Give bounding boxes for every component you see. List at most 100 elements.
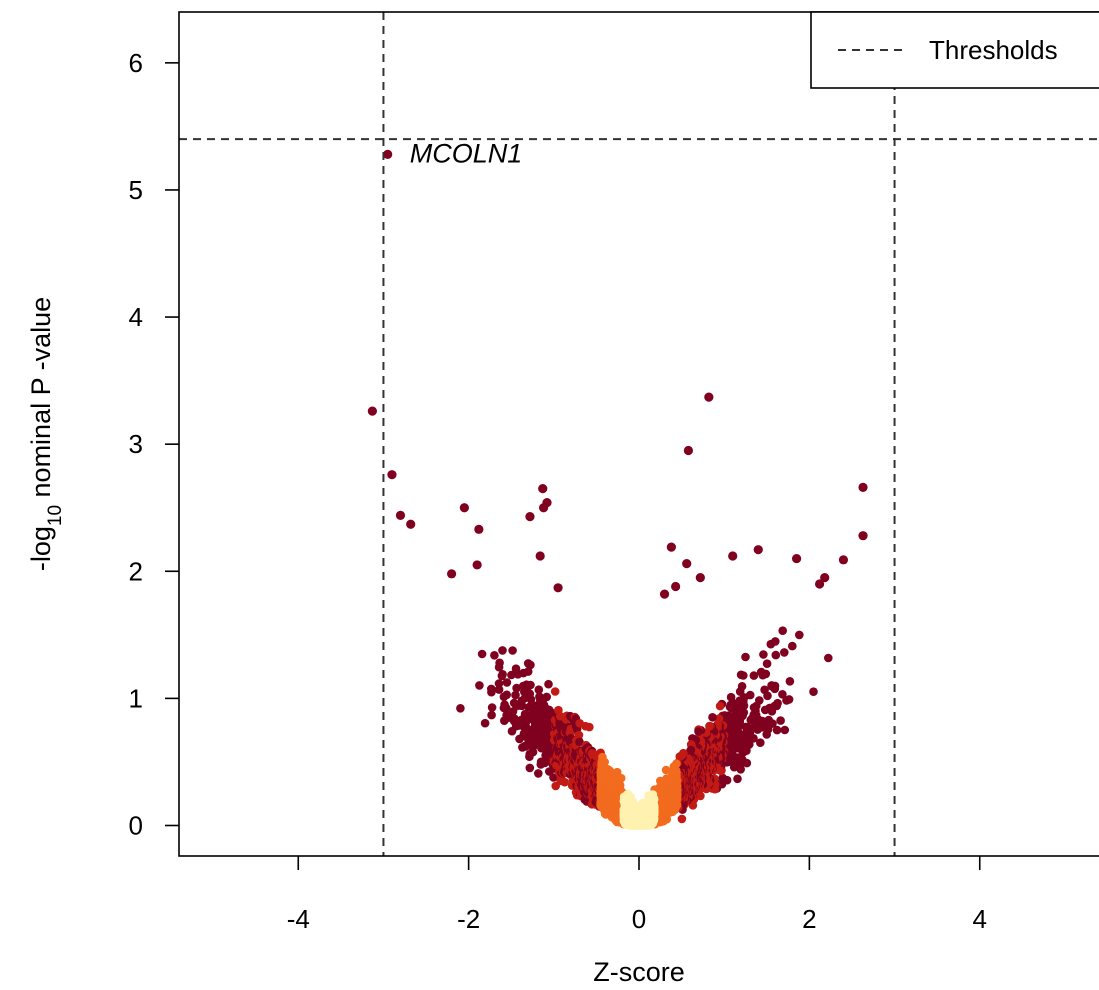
data-point bbox=[534, 685, 544, 694]
data-point bbox=[535, 551, 545, 561]
y-axis-title: -log10 nominal P -value bbox=[26, 297, 66, 571]
data-point bbox=[517, 701, 527, 711]
data-point bbox=[715, 701, 725, 711]
point-cloud bbox=[456, 626, 833, 830]
data-point bbox=[780, 725, 790, 735]
data-point bbox=[749, 703, 759, 712]
y-tick-label: 5 bbox=[129, 175, 143, 205]
data-point bbox=[550, 687, 560, 696]
data-point bbox=[502, 678, 512, 687]
data-point bbox=[494, 685, 504, 694]
data-point bbox=[638, 798, 647, 808]
data-point bbox=[487, 687, 496, 697]
data-point bbox=[782, 696, 791, 705]
y-tick-label: 0 bbox=[129, 810, 143, 840]
data-point bbox=[746, 715, 756, 725]
data-point bbox=[735, 687, 745, 696]
data-point bbox=[549, 773, 558, 782]
data-point bbox=[731, 710, 740, 719]
data-point bbox=[858, 531, 868, 541]
data-point bbox=[538, 484, 548, 494]
data-point bbox=[778, 690, 787, 699]
legend-label-thresholds: Thresholds bbox=[929, 35, 1058, 65]
data-point bbox=[526, 680, 535, 690]
data-point bbox=[708, 713, 717, 722]
data-point bbox=[762, 659, 772, 668]
data-point bbox=[459, 503, 469, 513]
data-point bbox=[756, 667, 766, 677]
data-point bbox=[733, 774, 742, 784]
y-tick-label: 6 bbox=[129, 48, 143, 78]
data-point bbox=[534, 769, 543, 778]
data-point bbox=[741, 652, 750, 662]
data-point bbox=[507, 670, 516, 680]
data-point bbox=[776, 716, 785, 725]
data-point bbox=[766, 639, 776, 649]
data-point bbox=[495, 658, 504, 668]
data-point bbox=[694, 727, 703, 736]
data-point bbox=[456, 704, 465, 713]
data-point bbox=[585, 722, 594, 732]
data-point bbox=[788, 641, 797, 651]
data-point bbox=[760, 685, 769, 695]
data-point bbox=[661, 765, 671, 775]
x-axis: -4 -2 0 2 4 bbox=[287, 856, 987, 934]
data-point bbox=[383, 149, 393, 159]
data-point bbox=[498, 646, 507, 655]
data-point bbox=[791, 553, 802, 564]
data-point bbox=[487, 703, 497, 712]
data-point bbox=[753, 545, 763, 555]
data-point bbox=[560, 777, 569, 787]
data-point bbox=[795, 630, 804, 640]
data-point bbox=[741, 722, 751, 732]
data-point bbox=[523, 667, 533, 676]
data-point bbox=[474, 524, 484, 534]
annotation-mcoln1: MCOLN1 bbox=[410, 138, 523, 168]
data-point bbox=[616, 773, 626, 783]
data-point bbox=[683, 445, 694, 456]
data-point bbox=[725, 702, 735, 712]
data-point bbox=[542, 692, 551, 702]
y-tick-label: 3 bbox=[129, 429, 143, 459]
data-point bbox=[659, 589, 670, 599]
y-tick-label: 2 bbox=[129, 556, 143, 586]
x-tick-label: -2 bbox=[457, 904, 480, 934]
data-point bbox=[820, 573, 830, 583]
data-point bbox=[446, 569, 457, 579]
data-point bbox=[544, 679, 553, 689]
data-point bbox=[472, 560, 482, 570]
data-point bbox=[749, 671, 759, 680]
data-point bbox=[695, 573, 705, 583]
data-point bbox=[600, 757, 609, 767]
x-tick-label: 2 bbox=[802, 904, 816, 934]
y-axis: 0 1 2 3 4 5 6 bbox=[129, 48, 179, 840]
data-point bbox=[675, 752, 685, 761]
data-point bbox=[759, 650, 768, 659]
highlighted-points bbox=[367, 149, 868, 599]
data-point bbox=[785, 677, 795, 686]
data-point bbox=[490, 651, 499, 660]
data-point bbox=[502, 690, 512, 700]
data-point bbox=[512, 683, 521, 693]
data-point bbox=[525, 763, 535, 773]
data-point bbox=[538, 503, 549, 513]
data-point bbox=[677, 814, 687, 824]
data-point bbox=[760, 705, 770, 715]
data-point bbox=[511, 690, 520, 700]
y-axis-title-prefix: -log bbox=[26, 526, 56, 571]
data-point bbox=[762, 730, 771, 739]
data-point bbox=[525, 512, 535, 522]
data-point bbox=[508, 646, 517, 655]
data-point bbox=[771, 650, 781, 660]
data-point bbox=[526, 660, 535, 670]
data-point bbox=[858, 482, 868, 492]
y-tick-label: 4 bbox=[129, 302, 143, 332]
data-point bbox=[494, 679, 504, 688]
x-axis-title: Z-score bbox=[593, 957, 685, 987]
data-point bbox=[772, 725, 782, 735]
data-point bbox=[682, 559, 692, 569]
data-point bbox=[367, 406, 377, 416]
y-axis-title-subscript: 10 bbox=[45, 505, 66, 526]
x-tick-label: -4 bbox=[287, 904, 310, 934]
x-tick-label: 4 bbox=[973, 904, 987, 934]
